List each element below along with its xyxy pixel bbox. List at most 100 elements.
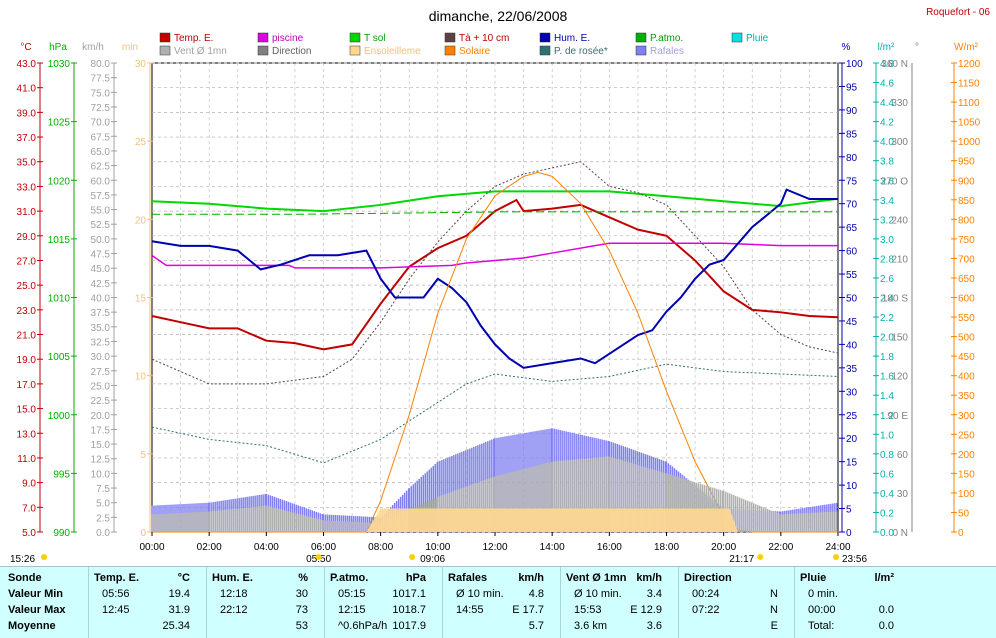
- lm2-axis-tick: 2.8: [880, 254, 894, 265]
- celsius-axis-tick: 41.0: [17, 84, 37, 95]
- sun-marker-dot: [757, 554, 764, 560]
- legend-label: Ensoleilleme: [364, 46, 421, 57]
- kmh-axis-tick: 30.0: [91, 352, 111, 363]
- wm2-axis-tick: 850: [958, 196, 975, 207]
- minutes-axis-tick: 20: [135, 215, 147, 226]
- table-cell-value: 3.4: [646, 588, 662, 600]
- axis-unit: W/m²: [954, 42, 979, 53]
- kmh-axis-tick: 15.0: [91, 440, 111, 451]
- table-cell-value: N: [770, 588, 778, 600]
- table-header-unit: l/m²: [874, 572, 894, 584]
- table-cell-value: 0.0: [878, 620, 894, 632]
- table-separator: [206, 567, 207, 638]
- x-axis: 00:00 02:00 04:00 06:00 08:00 10:00 12:00 14:00…: [10, 532, 867, 565]
- table-cell-value: 1017.9: [392, 620, 426, 632]
- kmh-axis-tick: 70.0: [91, 118, 111, 129]
- kmh-axis-tick: 42.5: [91, 279, 111, 290]
- table-separator: [324, 567, 325, 638]
- wm2-axis-tick: 1000: [958, 137, 981, 148]
- percent-axis-tick: 85: [846, 129, 858, 140]
- wm2-axis-tick: 0: [958, 528, 964, 539]
- table-row-label: Moyenne: [8, 620, 56, 632]
- celsius-axis-tick: 25.0: [17, 281, 37, 292]
- legend-label: Hum. E.: [554, 33, 590, 44]
- table-cell-time: 12:15: [338, 604, 366, 616]
- celsius-axis-tick: 15.0: [17, 405, 37, 416]
- table-cell-time: Ø 10 min.: [456, 588, 504, 600]
- series-p-atmo: [152, 211, 838, 215]
- table-cell-value: N: [770, 604, 778, 616]
- hpa-axis-tick: 1015: [48, 235, 71, 246]
- lm2-axis-tick: 1.4: [880, 391, 894, 402]
- x-tick: 00:00: [139, 542, 164, 553]
- table-row-label: Valeur Min: [8, 588, 64, 600]
- table-cell-time: 15:53: [574, 604, 602, 616]
- lm2-axis-tick: 2.4: [880, 294, 894, 305]
- wm2-axis-tick: 800: [958, 215, 975, 226]
- sun-marker-dot: [409, 554, 416, 560]
- sun-marker-time: 21:17: [729, 554, 754, 565]
- degree-axis-tick: 300: [891, 137, 908, 148]
- table-cell-value: 25.34: [162, 620, 190, 632]
- kmh-axis-tick: 62.5: [91, 162, 111, 173]
- wm2-axis-tick: 600: [958, 294, 975, 305]
- celsius-axis-tick: 13.0: [17, 429, 37, 440]
- table-cell-value: 0.0: [878, 604, 894, 616]
- kmh-axis-tick: 60.0: [91, 176, 111, 187]
- lm2-axis-tick: 2.2: [880, 313, 894, 324]
- table-separator: [88, 567, 89, 638]
- hpa-axis-tick: 1020: [48, 176, 71, 187]
- legend-swatch: [349, 32, 361, 43]
- legend-swatch: [635, 32, 647, 43]
- legend-swatch: [444, 32, 456, 43]
- x-tick: 20:00: [711, 542, 736, 553]
- minutes-axis-tick: 25: [135, 137, 147, 148]
- celsius-axis-tick: 37.0: [17, 133, 37, 144]
- legend-swatch: [539, 45, 551, 56]
- table-header: Temp. E.: [94, 572, 140, 584]
- axis-unit: min: [122, 42, 138, 53]
- legend-swatch: [635, 45, 647, 56]
- celsius-axis-tick: 9.0: [22, 479, 36, 490]
- wm2-axis-tick: 950: [958, 157, 975, 168]
- axis-unit: °: [915, 42, 919, 53]
- degree-axis-tick: 330: [891, 98, 908, 109]
- kmh-axis-tick: 67.5: [91, 132, 111, 143]
- table-cell-time: 3.6 km: [574, 620, 608, 632]
- degree-axis-tick: 120: [891, 372, 908, 383]
- table-cell-value: 30: [295, 588, 308, 600]
- hpa-axis-tick: 1025: [48, 118, 71, 129]
- table-cell-time: 12:45: [102, 604, 130, 616]
- lm2-axis-tick: 1.8: [880, 352, 894, 363]
- lm2-axis-tick: 3.4: [880, 196, 894, 207]
- wm2-axis-tick: 550: [958, 313, 975, 324]
- minutes-axis-tick: 15: [135, 294, 147, 305]
- weather-chart: dimanche, 22/06/2008 Roquefort - 06 Temp…: [10, 7, 990, 565]
- wm2-axis-tick: 200: [958, 450, 975, 461]
- legend: Temp. E. piscine T sol Tà + 10 cm Hum. E. P.a…: [159, 32, 769, 57]
- kmh-axis-tick: 50.0: [91, 235, 111, 246]
- station-name: Roquefort - 06: [926, 7, 990, 18]
- lm2-axis-tick: 3.8: [880, 157, 894, 168]
- x-tick: 08:00: [368, 542, 393, 553]
- sun-marker-dot: [41, 554, 47, 560]
- table-cell-time: 00:00: [808, 604, 836, 616]
- minutes-axis-tick: 30: [135, 59, 147, 70]
- wm2-axis-tick: 250: [958, 430, 975, 441]
- table-header: Sonde: [8, 572, 42, 584]
- kmh-axis-tick: 47.5: [91, 250, 111, 261]
- legend-swatch: [159, 32, 171, 43]
- wm2-axis-tick: 900: [958, 176, 975, 187]
- kmh-axis-tick: 55.0: [91, 206, 111, 217]
- kmh-axis-tick: 75.0: [91, 88, 111, 99]
- table-header: Vent Ø 1mn: [566, 572, 627, 584]
- table-cell-value: 73: [295, 604, 308, 616]
- legend-label: Temp. E.: [174, 33, 213, 44]
- kmh-axis-tick: 7.5: [96, 484, 110, 495]
- table-header-unit: km/h: [636, 572, 662, 584]
- percent-axis-tick: 55: [846, 270, 858, 281]
- kmh-axis-tick: 52.5: [91, 220, 111, 231]
- wm2-axis-tick: 300: [958, 411, 975, 422]
- percent-axis-tick: 95: [846, 82, 858, 93]
